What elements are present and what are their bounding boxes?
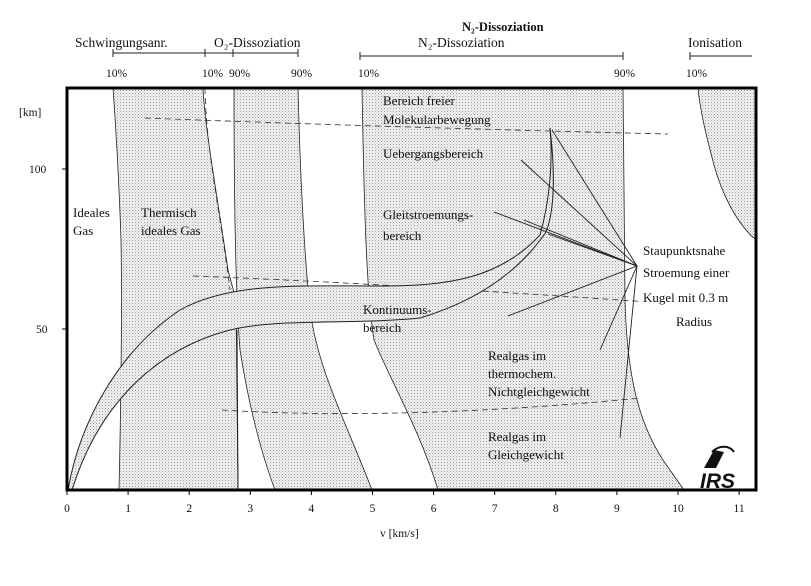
stagnation-note: Staupunktsnahe Stroemung einer Kugel mit…	[640, 238, 754, 340]
x-tick-1: 1	[125, 503, 131, 515]
region-thermal-ideal-line1: Thermisch	[141, 205, 197, 220]
x-tick-8: 8	[553, 503, 559, 515]
x-tick-5: 5	[370, 503, 376, 515]
region-equilibrium-line1: Realgas im	[488, 429, 546, 444]
x-tick-9: 9	[614, 503, 620, 515]
note-line1: Staupunktsnahe	[643, 243, 726, 258]
region-slip-flow-line2: bereich	[383, 228, 422, 243]
x-tick-0: 0	[64, 503, 70, 515]
range-o2-label: O₂-Dissoziation	[214, 35, 301, 50]
range-ionisation-label: Ionisation	[688, 35, 742, 50]
x-tick-2: 2	[186, 503, 192, 515]
region-transition: Uebergangsbereich	[383, 146, 484, 161]
range-n2-label: N₂-Dissoziation	[418, 35, 505, 50]
region-free-molecular-line2: Molekularbewegung	[383, 112, 491, 127]
x-axis-ticks: 0 1 2 3 4 5 6 7 8 9 10 11	[64, 490, 745, 515]
y-tick-50: 50	[36, 324, 48, 336]
x-tick-3: 3	[247, 503, 253, 515]
band-ionisation	[697, 87, 757, 241]
top-range-brackets	[112, 49, 752, 60]
x-tick-11: 11	[734, 503, 745, 515]
x-tick-7: 7	[492, 503, 498, 515]
note-line2: Stroemung einer	[643, 265, 730, 280]
pct-o2-end: 90%	[291, 68, 313, 80]
note-line3: Kugel mit 0.3 m	[643, 290, 728, 305]
x-tick-10: 10	[672, 503, 684, 515]
shaded-bands	[112, 87, 757, 491]
region-equilibrium-line2: Gleichgewicht	[488, 447, 564, 462]
region-nonequilibrium-line2: thermochem.	[488, 366, 556, 381]
irs-logo: IRS	[700, 445, 735, 493]
y-axis-label: [km]	[19, 107, 41, 119]
note-line4: Radius	[676, 314, 712, 329]
region-slip-flow-line1: Gleitstroemungs-	[383, 207, 473, 222]
x-axis-label: v [km/s]	[380, 528, 419, 540]
region-free-molecular-line1: Bereich freier	[383, 93, 455, 108]
region-continuum-line2: bereich	[363, 320, 402, 335]
trajectory-corridor	[67, 127, 554, 491]
x-tick-4: 4	[309, 503, 315, 515]
figure-title: N₂-Dissoziation	[462, 20, 544, 34]
region-nonequilibrium-line1: Realgas im	[488, 348, 546, 363]
logo-text: IRS	[700, 470, 735, 493]
pct-vibration-start: 10%	[106, 68, 128, 80]
region-nonequilibrium-line3: Nichtgleichgewicht	[488, 384, 590, 399]
region-ideal-gas-line2: Gas	[73, 223, 93, 238]
pct-n2-start: 10%	[358, 68, 380, 80]
band-n2-dissociation	[361, 87, 685, 491]
pct-o2-start: 10%	[202, 68, 224, 80]
pct-n2-end: 90%	[614, 68, 636, 80]
region-continuum-line1: Kontinuums-	[363, 302, 432, 317]
plot-frame	[65, 86, 758, 492]
pct-o2-mid: 90%	[229, 68, 251, 80]
band-vibration-o2	[112, 87, 239, 491]
leader-lines	[493, 129, 638, 439]
y-tick-100: 100	[29, 164, 47, 176]
pct-ionisation-start: 10%	[686, 68, 708, 80]
region-thermal-ideal-line2: ideales Gas	[141, 223, 201, 238]
x-tick-6: 6	[431, 503, 437, 515]
region-ideal-gas-line1: Ideales	[73, 205, 110, 220]
range-vibration-label: Schwingungsanr.	[75, 35, 168, 50]
